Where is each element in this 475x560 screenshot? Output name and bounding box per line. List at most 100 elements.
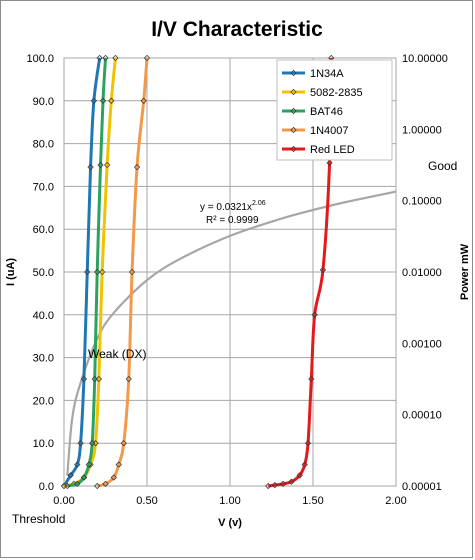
series-marker bbox=[319, 266, 327, 274]
y-tick-label: 50.0 bbox=[33, 267, 54, 279]
trendline-equation-base: y = 0.0321x bbox=[200, 202, 252, 213]
series-marker bbox=[94, 482, 101, 490]
series-marker bbox=[271, 481, 278, 489]
series-marker bbox=[97, 161, 104, 169]
series-marker bbox=[80, 375, 88, 383]
series-marker bbox=[94, 268, 101, 276]
legend-item: 1N34A bbox=[282, 68, 344, 80]
x-axis-title: V (v) bbox=[218, 517, 242, 529]
legend-marker bbox=[290, 145, 297, 153]
legend-label: 1N4007 bbox=[310, 125, 349, 137]
y2-tick-label: 0.00001 bbox=[402, 481, 442, 493]
power-curve-line bbox=[66, 190, 397, 476]
series-marker bbox=[91, 375, 98, 383]
series-marker bbox=[125, 375, 132, 383]
series-red-led bbox=[265, 54, 335, 490]
series-marker bbox=[99, 268, 106, 276]
series-marker bbox=[308, 375, 315, 383]
legend-item: BAT46 bbox=[282, 106, 343, 118]
y2-tick-label: 0.10000 bbox=[402, 196, 442, 208]
x-tick-label: 0.00 bbox=[53, 495, 74, 507]
y-tick-label: 20.0 bbox=[33, 395, 54, 407]
series-marker bbox=[133, 163, 141, 171]
series-marker bbox=[128, 268, 136, 276]
y-tick-label: 0.0 bbox=[39, 481, 54, 493]
legend-item: Red LED bbox=[282, 144, 355, 156]
annotation-threshold: Threshold bbox=[12, 512, 65, 526]
x-tick-label: 0.50 bbox=[136, 495, 157, 507]
series-marker bbox=[99, 97, 107, 104]
series-marker bbox=[64, 482, 71, 490]
x-tick-label: 2.00 bbox=[385, 495, 406, 507]
series-marker bbox=[102, 54, 109, 62]
y-tick-label: 40.0 bbox=[33, 310, 54, 322]
y-tick-label: 80.0 bbox=[33, 139, 54, 151]
series-marker bbox=[95, 375, 103, 383]
annotation-good: Good bbox=[428, 159, 457, 173]
series-marker bbox=[279, 480, 287, 488]
series-marker bbox=[296, 472, 303, 479]
y-tick-label: 90.0 bbox=[33, 96, 54, 108]
legend: 1N34A 5082-2835 BAT46 1N4007 Red LED bbox=[276, 59, 393, 161]
trendline-exponent: 2.06 bbox=[252, 200, 266, 207]
series-marker bbox=[115, 461, 122, 468]
series-marker bbox=[110, 474, 117, 481]
series-marker bbox=[67, 472, 74, 479]
series-marker bbox=[85, 461, 93, 468]
y2-axis-title: Power mW bbox=[459, 243, 471, 300]
x-axis-ticks: 0.00 0.50 1.00 1.50 2.00 bbox=[53, 495, 406, 507]
gridlines bbox=[63, 57, 397, 487]
series-marker bbox=[87, 163, 94, 171]
x-tick-label: 1.00 bbox=[219, 495, 240, 507]
x-tick-label: 1.50 bbox=[302, 495, 323, 507]
y2-tick-label: 0.01000 bbox=[402, 267, 442, 279]
series-marker bbox=[140, 97, 147, 104]
series-line bbox=[62, 57, 102, 487]
series-marker bbox=[74, 480, 81, 488]
series-marker bbox=[77, 440, 84, 447]
series-marker bbox=[288, 478, 295, 485]
series-marker bbox=[89, 440, 96, 447]
legend-label: 5082-2835 bbox=[310, 87, 363, 99]
series-marker bbox=[74, 461, 81, 468]
legend-marker bbox=[290, 126, 297, 134]
series-marker bbox=[120, 440, 127, 447]
series-line bbox=[267, 57, 333, 488]
series-marker bbox=[84, 268, 91, 276]
legend-marker bbox=[290, 88, 297, 96]
series-marker bbox=[90, 97, 98, 104]
legend-marker bbox=[290, 107, 297, 115]
y2-tick-label: 10.00000 bbox=[402, 53, 448, 65]
chart-title: I/V Characteristic bbox=[151, 18, 323, 41]
series-marker bbox=[265, 482, 272, 490]
y2-tick-label: 0.00100 bbox=[402, 338, 442, 350]
y2-tick-label: 1.00000 bbox=[402, 124, 442, 136]
legend-item: 1N4007 bbox=[282, 125, 349, 137]
series-1n4007 bbox=[94, 54, 151, 490]
series-marker bbox=[80, 474, 88, 481]
y-tick-label: 70.0 bbox=[33, 181, 54, 193]
trendline-r-squared: R² = 0.9999 bbox=[206, 215, 259, 226]
y-tick-label: 10.0 bbox=[33, 438, 54, 450]
series-marker bbox=[96, 54, 103, 62]
y-tick-label: 100.0 bbox=[26, 53, 54, 65]
annotation-weak: Weak (DX) bbox=[88, 347, 146, 361]
series-marker bbox=[112, 54, 119, 62]
series-marker bbox=[102, 480, 109, 488]
y-tick-label: 60.0 bbox=[33, 224, 54, 236]
y-axis-title: I (uA) bbox=[5, 258, 17, 286]
series-marker bbox=[103, 161, 111, 169]
series-marker bbox=[326, 159, 333, 167]
series-layer bbox=[60, 54, 335, 490]
y-tick-label: 30.0 bbox=[33, 353, 54, 365]
series-marker bbox=[304, 440, 312, 447]
legend-marker bbox=[290, 69, 297, 77]
series-bat46 bbox=[64, 54, 109, 490]
y-axis-ticks: 0.0 10.0 20.0 30.0 40.0 50.0 60.0 70.0 80.0 90.0 1… bbox=[26, 53, 54, 493]
y2-tick-label: 0.00010 bbox=[402, 410, 442, 422]
legend-label: BAT46 bbox=[310, 106, 343, 118]
series-line bbox=[67, 57, 107, 488]
series-line bbox=[96, 57, 149, 488]
